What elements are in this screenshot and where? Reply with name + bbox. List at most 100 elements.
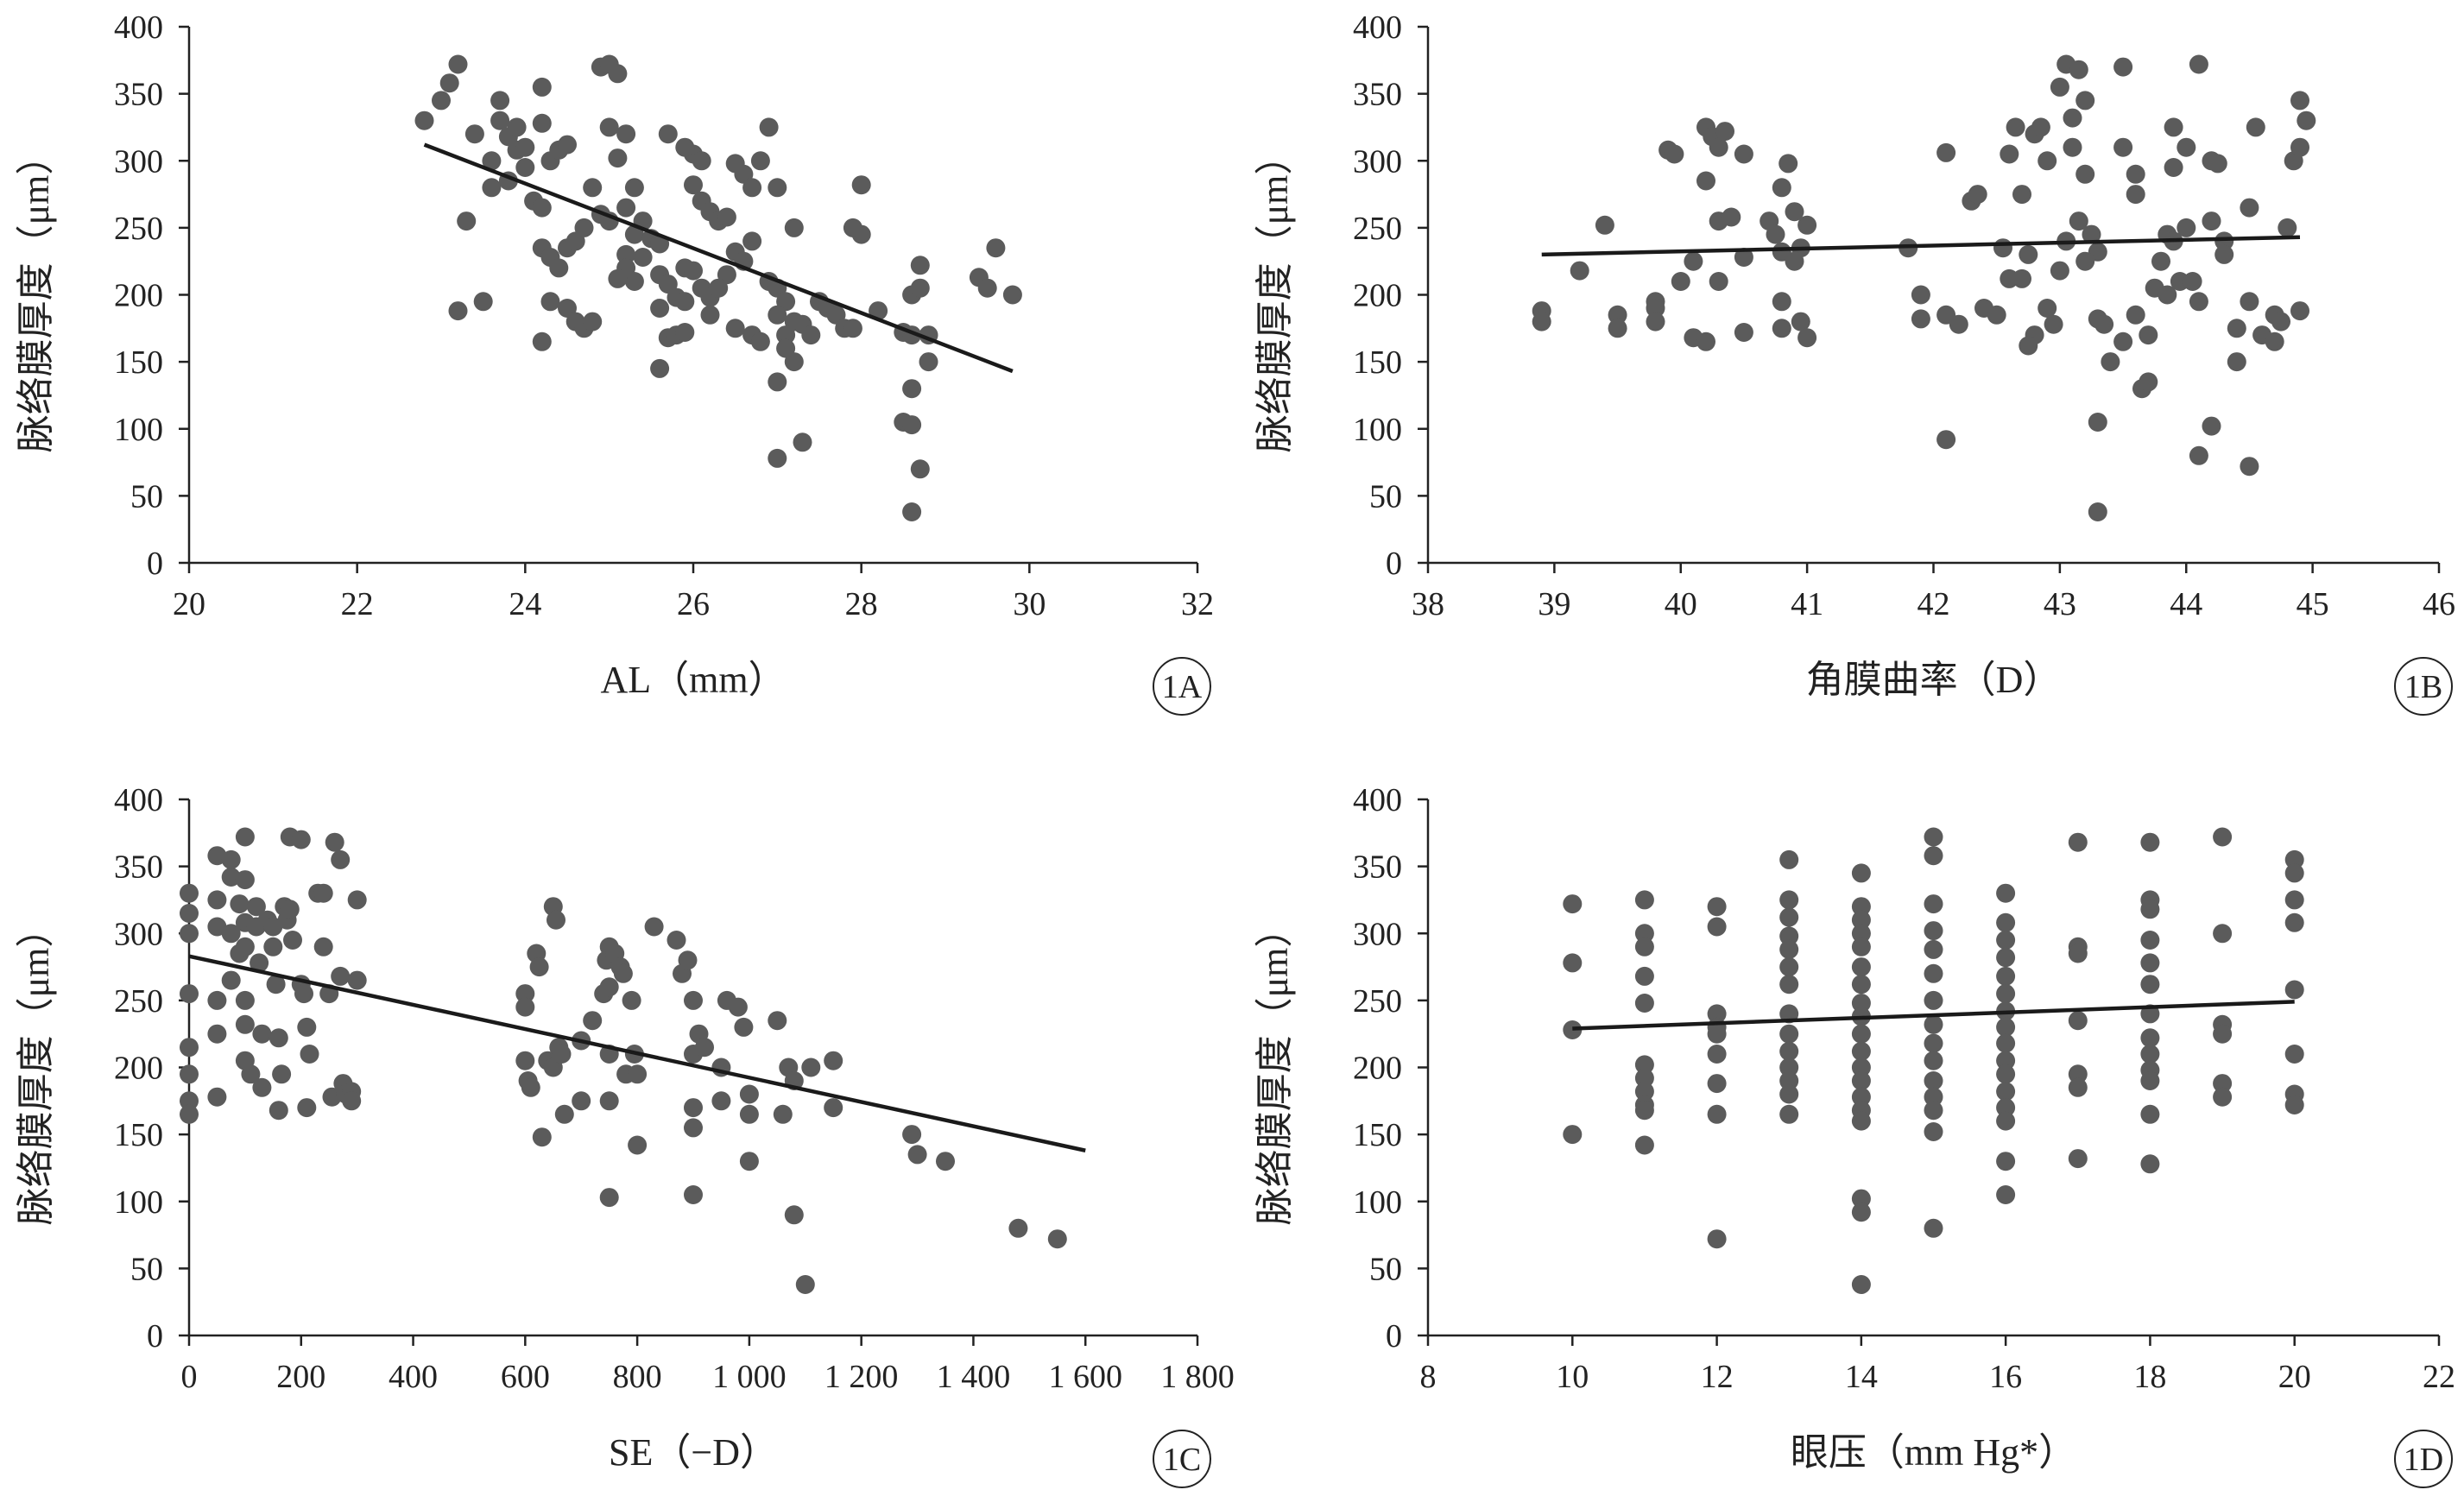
y-tick-label: 250 <box>1353 211 1402 247</box>
y-tick-label: 100 <box>1353 412 1402 448</box>
data-point <box>851 175 871 195</box>
data-point <box>599 1188 619 1208</box>
data-point <box>675 137 695 157</box>
x-tick-label: 1 200 <box>824 1359 899 1395</box>
y-axis-title: 脉络膜厚度（μm） <box>1254 910 1296 1226</box>
data-point <box>515 1051 535 1070</box>
y-tick-label: 300 <box>114 143 163 180</box>
data-point <box>2068 832 2088 852</box>
data-point <box>2177 218 2196 237</box>
data-point <box>1779 1024 1799 1044</box>
data-point <box>1779 907 1799 927</box>
data-point <box>2164 158 2183 177</box>
panel-label: 1A <box>1162 669 1203 705</box>
data-point <box>628 1135 648 1155</box>
x-tick-label: 0 <box>181 1359 198 1395</box>
y-tick-label: 400 <box>1353 9 1402 46</box>
data-point <box>902 415 922 435</box>
x-tick-label: 1 800 <box>1160 1359 1235 1395</box>
y-tick-label: 100 <box>114 1184 163 1221</box>
data-point <box>1646 312 1665 331</box>
data-point <box>1924 1014 1943 1034</box>
data-point <box>684 1185 703 1204</box>
data-point <box>2284 912 2304 932</box>
data-point <box>1707 1004 1727 1024</box>
data-point <box>1851 910 1871 930</box>
data-point <box>2068 1011 2088 1031</box>
data-point <box>1996 883 2016 903</box>
data-point <box>1634 994 1654 1013</box>
data-point <box>768 372 787 392</box>
data-point <box>936 1152 955 1171</box>
trend-line <box>188 954 1086 1152</box>
x-tick-label: 30 <box>1013 586 1046 622</box>
data-point <box>1851 897 1871 917</box>
x-tick-label: 46 <box>2423 586 2455 622</box>
data-point <box>1924 921 1943 941</box>
data-point <box>235 1014 255 1034</box>
data-point <box>793 432 812 452</box>
data-point <box>1996 1033 2016 1053</box>
data-point <box>297 1098 317 1118</box>
data-point <box>2000 268 2019 288</box>
x-axis-title: SE（−D） <box>609 1431 778 1474</box>
x-tick-label: 28 <box>845 586 878 622</box>
data-point <box>1696 331 1715 351</box>
data-point <box>2012 185 2031 205</box>
data-point <box>583 1011 603 1031</box>
data-point <box>325 832 344 852</box>
data-point <box>1779 1104 1799 1124</box>
data-point <box>608 64 628 84</box>
data-point <box>180 984 199 1004</box>
y-axis-title: 脉络膜厚度（μm） <box>1254 137 1296 453</box>
data-point <box>532 113 552 133</box>
data-point <box>768 305 787 325</box>
data-point <box>2068 944 2088 963</box>
data-point <box>1715 122 1734 142</box>
data-point <box>1911 285 1930 305</box>
y-tick-label: 200 <box>114 1051 163 1087</box>
x-tick-label: 200 <box>276 1359 325 1395</box>
data-point <box>2140 975 2160 994</box>
data-point <box>2189 54 2208 74</box>
panel-label: 1B <box>2404 669 2442 705</box>
data-point <box>297 1017 317 1037</box>
x-tick-label: 1 400 <box>937 1359 1011 1395</box>
data-point <box>1996 1051 2016 1070</box>
y-tick-label: 200 <box>1353 278 1402 314</box>
data-point <box>1924 1087 1943 1107</box>
data-point <box>1851 1203 1871 1222</box>
data-point <box>1646 299 1665 318</box>
data-point <box>650 299 670 318</box>
data-point <box>658 124 678 144</box>
data-point <box>728 997 748 1017</box>
data-point <box>252 1077 272 1097</box>
data-point <box>2290 137 2309 157</box>
data-point <box>2297 110 2316 130</box>
data-point <box>554 1104 574 1124</box>
data-point <box>742 178 762 198</box>
data-point <box>2240 198 2259 218</box>
x-tick-label: 10 <box>1556 1359 1589 1395</box>
data-point <box>2140 832 2160 852</box>
panel-label-circle <box>1153 657 1211 716</box>
y-tick-label: 250 <box>114 983 163 1020</box>
x-tick-label: 20 <box>173 586 205 622</box>
data-point <box>250 953 269 973</box>
data-point <box>1779 926 1799 946</box>
data-point <box>1722 207 1741 227</box>
data-point <box>235 870 255 890</box>
data-point <box>457 212 477 231</box>
y-tick-label: 100 <box>114 412 163 448</box>
data-point <box>1993 238 2012 258</box>
x-tick-label: 39 <box>1538 586 1570 622</box>
data-point <box>1924 1051 1943 1070</box>
x-tick-label: 400 <box>389 1359 438 1395</box>
data-point <box>515 984 535 1004</box>
data-point <box>221 849 241 869</box>
data-point <box>902 379 922 399</box>
data-point <box>1709 137 1728 157</box>
data-point <box>824 1051 843 1070</box>
data-point <box>824 1098 843 1118</box>
